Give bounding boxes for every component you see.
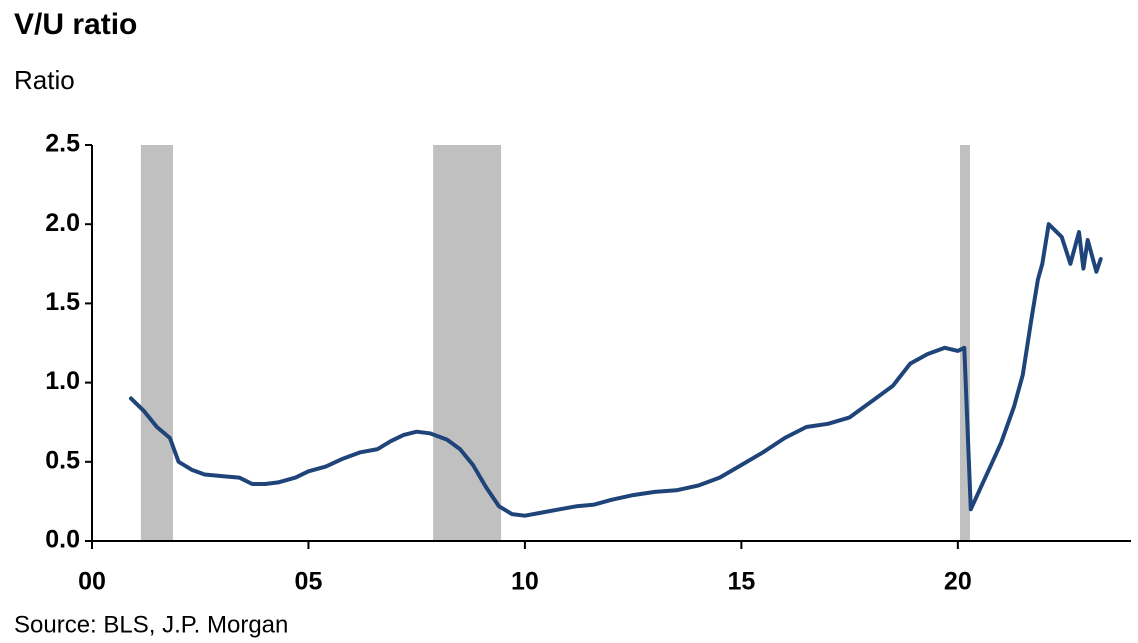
recession-band — [433, 145, 502, 541]
x-tick-label: 10 — [511, 568, 539, 596]
x-tick-label: 05 — [295, 568, 323, 596]
chart-title: V/U ratio — [14, 8, 137, 41]
y-tick-label: 1.0 — [45, 367, 80, 395]
data-line — [129, 222, 1103, 518]
x-tick-label: 20 — [944, 568, 972, 596]
y-tick-label: 0.5 — [45, 446, 80, 474]
x-tick-label: 15 — [727, 568, 755, 596]
y-tick-label: 2.5 — [45, 130, 80, 158]
y-tick-label: 0.0 — [45, 526, 80, 554]
recession-band — [959, 145, 970, 541]
y-tick-label: 2.0 — [45, 209, 80, 237]
recession-band — [140, 145, 173, 541]
source-note: Source: BLS, J.P. Morgan — [14, 611, 288, 638]
x-tick-label: 00 — [78, 568, 106, 596]
chart-subtitle: Ratio — [14, 65, 75, 95]
y-tick-label: 1.5 — [45, 288, 80, 316]
